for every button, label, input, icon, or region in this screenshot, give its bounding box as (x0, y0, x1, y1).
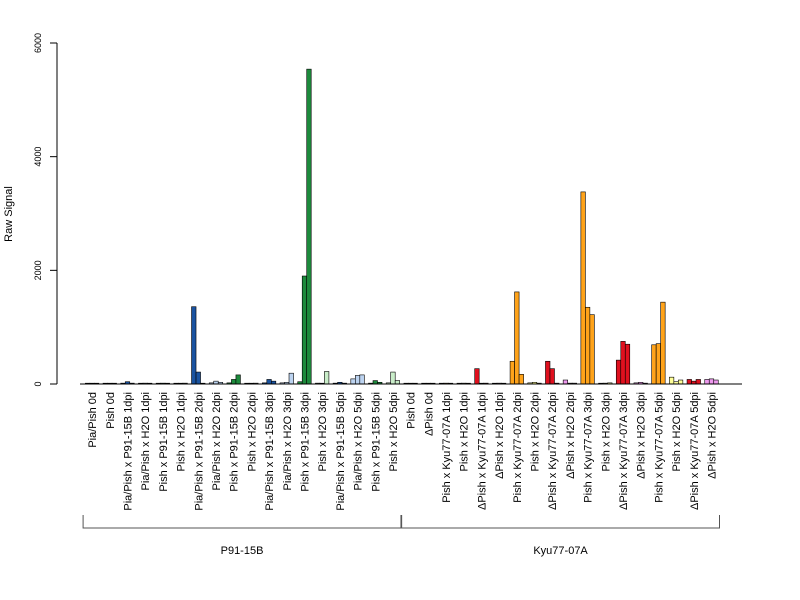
bar (474, 368, 480, 385)
bar (324, 371, 330, 385)
bar (651, 344, 657, 385)
bar (306, 68, 312, 385)
bar (655, 343, 661, 385)
bar (394, 380, 401, 385)
y-tick-label: 2000 (33, 260, 43, 280)
x-tick-label: Pish x Kyu77-07A 3dpi (583, 392, 595, 503)
x-tick-label: ΔPish x H2O 2dpi (565, 392, 577, 479)
x-tick-label: Pish x Kyu77-07A 1dpi (441, 392, 453, 503)
x-tick-label: Pish x H2O 3dpi (317, 392, 329, 471)
bar-series (85, 68, 719, 385)
y-axis: 0 2000 4000 6000 (33, 33, 58, 387)
x-tick-label: Pia/Pish x P91-15B 5dpi (335, 392, 347, 511)
bar (580, 191, 586, 385)
x-tick-label: Pish x H2O 3dpi (600, 392, 612, 471)
x-tick-label: Pish x H2O 5dpi (388, 392, 400, 471)
bar (191, 306, 197, 385)
bar (585, 306, 591, 385)
x-tick-label: Pish x P91-15B 5dpi (370, 392, 382, 492)
x-tick-label: Pish x Kyu77-07A 2dpi (512, 392, 524, 503)
x-tick-label: Pish 0d (105, 392, 117, 429)
bar (518, 374, 524, 385)
bar (589, 314, 595, 385)
x-tick-label: Pia/Pish x H2O 5dpi (353, 392, 365, 490)
bar (235, 374, 241, 385)
group-brackets: P91-15B Kyu77-07A (82, 515, 720, 557)
x-tick-label: ΔPish x H2O 3dpi (636, 392, 648, 479)
x-tick-label: Pish x H2O 2dpi (246, 392, 258, 471)
x-tick-label: Pish x H2O 1dpi (176, 392, 188, 471)
y-tick-label: 6000 (33, 33, 43, 53)
group-bracket (82, 515, 402, 529)
y-tick-label: 4000 (33, 147, 43, 167)
bar (372, 380, 378, 385)
bar (514, 291, 520, 385)
group-label: Kyu77-07A (533, 545, 588, 557)
x-tick-label: ΔPish x Kyu77-07A 3dpi (618, 392, 630, 510)
x-tick-label: Pish x Kyu77-07A 5dpi (653, 392, 665, 503)
x-tick-label: Pish x H2O 5dpi (671, 392, 683, 471)
x-tick-label: ΔPish x H2O 5dpi (707, 392, 719, 479)
x-tick-label: Pish x P91-15B 2dpi (229, 392, 241, 492)
x-tick-label: Pish x H2O 1dpi (459, 392, 471, 471)
bar (620, 341, 626, 385)
bar (350, 378, 356, 385)
x-tick-label: Pish x H2O 2dpi (530, 392, 542, 471)
x-tick-label: ΔPish 0d (423, 392, 435, 436)
bar (301, 275, 308, 385)
bar (359, 374, 365, 385)
bar (509, 360, 515, 385)
bar (669, 376, 675, 385)
bar (695, 379, 701, 385)
bar (678, 379, 684, 385)
bar (562, 379, 568, 385)
bar (708, 378, 715, 385)
bar (355, 375, 361, 385)
x-tick-labels: Pia/Pish 0d Pish 0d Pia/Pish x P91-15B 1dp… (87, 392, 718, 511)
bar (288, 372, 294, 385)
bar (195, 371, 201, 385)
x-tick-label: ΔPish x Kyu77-07A 1dpi (476, 392, 488, 510)
x-tick-label: Pish 0d (406, 392, 418, 429)
x-tick-label: Pia/Pish x P91-15B 1dpi (122, 392, 134, 511)
bar (549, 368, 555, 385)
x-tick-label: ΔPish x H2O 1dpi (494, 392, 506, 479)
bar (704, 379, 710, 385)
bar (686, 379, 692, 385)
x-tick-label: Pia/Pish x P91-15B 3dpi (264, 392, 276, 511)
x-tick-label: Pish x P91-15B 3dpi (299, 392, 311, 492)
x-tick-label: Pia/Pish 0d (87, 392, 99, 448)
bar (660, 301, 666, 385)
bar (231, 379, 237, 385)
x-tick-label: ΔPish x Kyu77-07A 5dpi (689, 392, 701, 510)
bar (545, 360, 551, 385)
x-tick-label: ΔPish x Kyu77-07A 2dpi (547, 392, 559, 510)
x-tick-label: Pia/Pish x H2O 1dpi (140, 392, 152, 490)
group-label: P91-15B (221, 545, 264, 557)
group-bracket (401, 515, 720, 529)
x-tick-label: Pia/Pish x H2O 3dpi (282, 392, 294, 490)
x-tick-label: Pia/Pish x P91-15B 2dpi (193, 392, 205, 511)
x-tick-label: Pia/Pish x H2O 2dpi (211, 392, 223, 490)
bar (390, 371, 396, 385)
x-tick-label: Pish x P91-15B 1dpi (158, 392, 170, 492)
y-axis-title: Raw Signal (3, 186, 15, 242)
y-tick-label: 0 (33, 381, 43, 386)
bar (713, 379, 719, 385)
bar (624, 343, 631, 385)
bar (266, 379, 272, 385)
bar (615, 359, 622, 385)
